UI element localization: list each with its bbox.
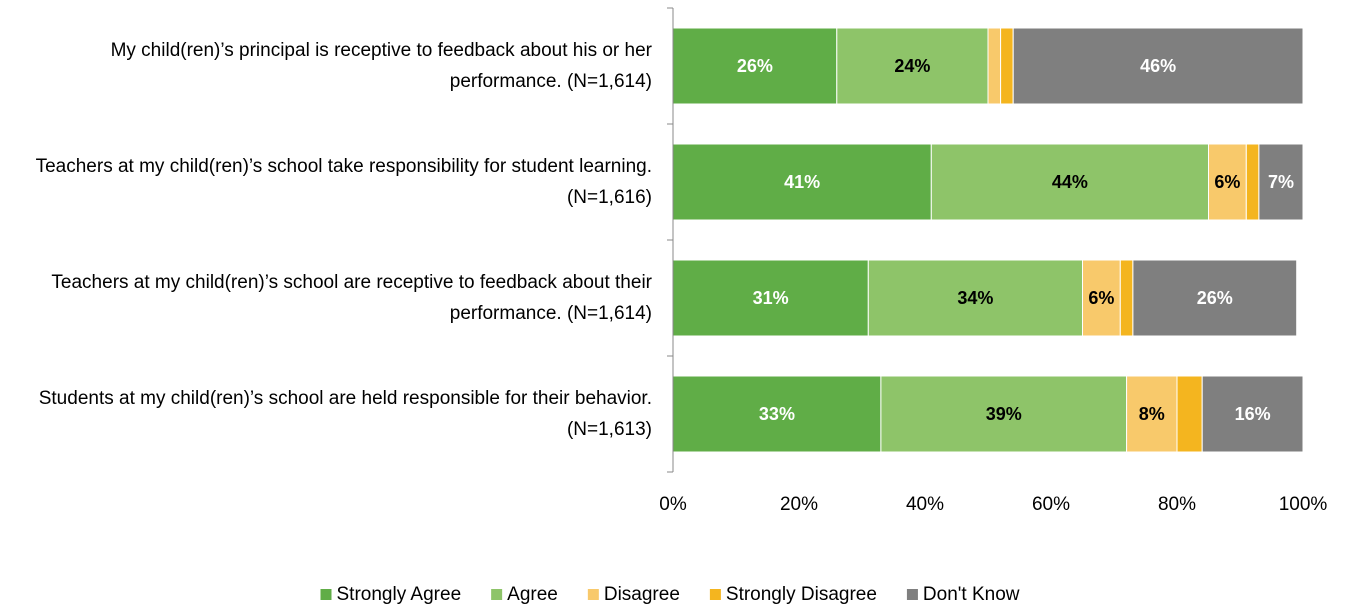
category-label: Teachers at my child(ren)’s school take …	[35, 156, 652, 208]
bar-segment	[1132, 259, 1298, 337]
legend-label: Agree	[507, 584, 558, 605]
x-tick-label: 20%	[780, 494, 818, 515]
data-label: 39%	[986, 404, 1022, 424]
data-label: 24%	[894, 56, 930, 76]
x-tick-label: 0%	[659, 494, 687, 515]
data-label: 41%	[784, 172, 820, 192]
data-label: 44%	[1052, 172, 1088, 192]
bar-segment	[672, 375, 882, 453]
category-label: My child(ren)’s principal is receptive t…	[110, 40, 652, 92]
bar-segment	[836, 27, 989, 105]
legend-label: Disagree	[604, 584, 680, 605]
data-label: 6%	[1214, 172, 1240, 192]
x-tick-label: 100%	[1279, 494, 1328, 515]
bar-segment	[1000, 27, 1014, 105]
legend-swatch	[709, 589, 721, 600]
bar-segment	[1012, 27, 1304, 105]
x-tick-label: 60%	[1032, 494, 1070, 515]
bar-segment	[1258, 143, 1304, 221]
legend-swatch	[906, 589, 918, 600]
legend-label: Don't Know	[923, 584, 1020, 605]
bar-segment	[1082, 259, 1121, 337]
bar-segment	[867, 259, 1083, 337]
data-label: 7%	[1268, 172, 1294, 192]
legend-label: Strongly Agree	[337, 584, 462, 605]
bar-segment	[930, 143, 1209, 221]
bar-segment	[672, 259, 869, 337]
bar-segment	[1201, 375, 1304, 453]
data-label: 8%	[1139, 404, 1165, 424]
x-tick-label: 80%	[1158, 494, 1196, 515]
bar-segment	[672, 27, 838, 105]
legend-swatch	[491, 589, 503, 600]
data-label: 16%	[1235, 404, 1271, 424]
category-label: Teachers at my child(ren)’s school are r…	[51, 272, 652, 324]
legend-label: Strongly Disagree	[726, 584, 877, 605]
category-label: Students at my child(ren)’s school are h…	[38, 388, 652, 440]
bar-segment	[987, 27, 1002, 105]
legend-swatch	[587, 589, 599, 600]
data-label: 46%	[1140, 56, 1176, 76]
data-label: 31%	[753, 288, 789, 308]
bar-segment	[1245, 143, 1260, 221]
data-label: 33%	[759, 404, 795, 424]
data-label: 26%	[737, 56, 773, 76]
x-tick-label: 40%	[906, 494, 944, 515]
data-label: 6%	[1088, 288, 1114, 308]
legend-swatch	[320, 589, 332, 600]
bar-segment	[1208, 143, 1247, 221]
bar-segment	[1176, 375, 1203, 453]
bar-segment	[1119, 259, 1134, 337]
bar-segment	[672, 143, 932, 221]
data-label: 26%	[1197, 288, 1233, 308]
data-label: 34%	[957, 288, 993, 308]
